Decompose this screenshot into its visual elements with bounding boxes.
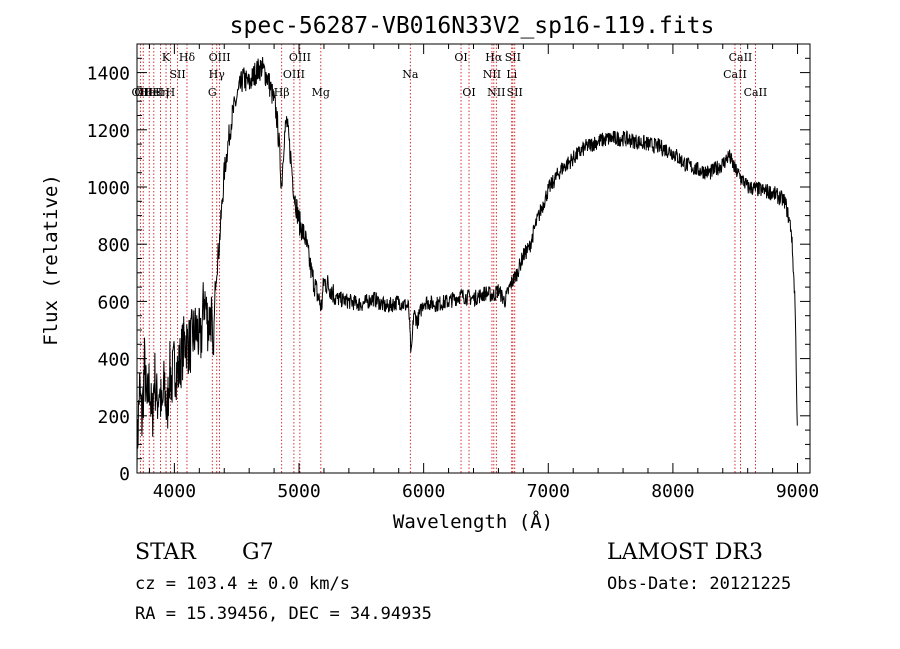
x-tick-label: 8000 bbox=[651, 481, 694, 502]
plot-frame bbox=[136, 43, 811, 474]
x-tick-label: 5000 bbox=[277, 481, 320, 502]
x-tick-label: 6000 bbox=[402, 481, 445, 502]
y-tick-label: 200 bbox=[97, 407, 130, 428]
line-marker-label: G bbox=[208, 86, 217, 99]
line-marker-label: Hη bbox=[152, 86, 168, 99]
y-tick-label: 1400 bbox=[87, 64, 130, 85]
line-marker-label: H bbox=[166, 86, 176, 99]
x-tick-label: 4000 bbox=[153, 481, 196, 502]
object-class: STAR bbox=[135, 540, 197, 565]
line-marker-label: Hδ bbox=[179, 51, 196, 64]
line-marker-label: NII bbox=[483, 68, 501, 81]
y-tick-label: 800 bbox=[97, 235, 130, 256]
chart-title: spec-56287-VB016N33V2_sp16-119.fits bbox=[230, 13, 715, 39]
line-marker-label: CaII bbox=[723, 68, 747, 81]
object-subclass: G7 bbox=[242, 540, 274, 565]
line-marker-label: SII bbox=[507, 86, 523, 99]
y-axis-label: Flux (relative) bbox=[40, 174, 62, 346]
line-marker-label: K bbox=[162, 51, 171, 64]
y-tick-label: 400 bbox=[97, 350, 130, 371]
y-tick-label: 1200 bbox=[87, 121, 130, 142]
line-marker-label: OI bbox=[462, 86, 475, 99]
y-tick-label: 600 bbox=[97, 292, 130, 313]
line-marker-label: OIII bbox=[283, 68, 305, 81]
observation-date: Obs-Date: 20121225 bbox=[607, 574, 791, 594]
emission-line-markers: OIIOIIHeIHeIHηKHSIIHδGHγOIIIHβOIIIOIIIMg… bbox=[132, 44, 768, 473]
x-tick-label: 9000 bbox=[776, 481, 819, 502]
x-axis-label: Wavelength (Å) bbox=[393, 510, 553, 533]
spectrum-line bbox=[136, 56, 798, 474]
line-marker-label: OII bbox=[134, 86, 152, 99]
redshift-cz: cz = 103.4 ± 0.0 km/s bbox=[135, 574, 350, 594]
line-marker-label: OIII bbox=[289, 51, 311, 64]
line-marker-label: Hα bbox=[485, 51, 503, 64]
line-marker-label: Hβ bbox=[274, 86, 290, 99]
line-marker-label: CaII bbox=[744, 86, 768, 99]
line-marker-label: HeI bbox=[144, 86, 164, 99]
line-marker-label: NII bbox=[487, 86, 505, 99]
y-tick-label: 1000 bbox=[87, 178, 130, 199]
line-marker-label: Na bbox=[402, 68, 419, 81]
survey-name: LAMOST DR3 bbox=[607, 540, 763, 565]
line-marker-label: OII bbox=[132, 86, 150, 99]
line-marker-label: SII bbox=[170, 68, 186, 81]
y-tick-label: 0 bbox=[119, 464, 130, 485]
line-marker-label: OI bbox=[454, 51, 467, 64]
line-marker-label: HeI bbox=[139, 86, 159, 99]
axis-ticks: 4000 5000 6000 7000 8000 9000 0 200 400 600 800 100… bbox=[87, 44, 819, 502]
x-tick-label: 7000 bbox=[527, 481, 570, 502]
line-marker-label: SII bbox=[505, 51, 521, 64]
line-marker-label: Hγ bbox=[209, 68, 226, 81]
line-marker-label: Li bbox=[506, 68, 517, 81]
coordinates: RA = 15.39456, DEC = 34.94935 bbox=[135, 604, 432, 624]
line-marker-label: CaII bbox=[729, 51, 753, 64]
line-marker-label: OIII bbox=[209, 51, 231, 64]
line-marker-label: Mg bbox=[312, 86, 330, 99]
